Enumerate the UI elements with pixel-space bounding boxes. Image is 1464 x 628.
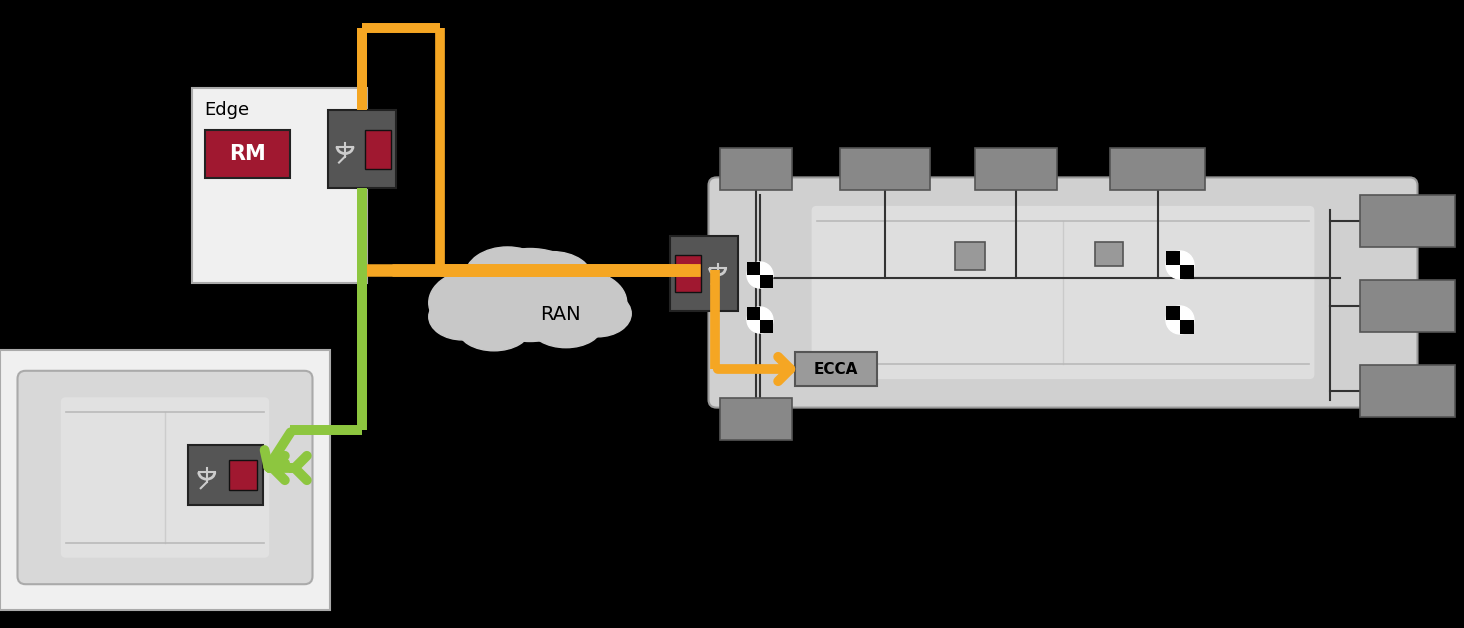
FancyBboxPatch shape <box>1360 195 1455 247</box>
FancyBboxPatch shape <box>795 352 877 386</box>
Ellipse shape <box>458 307 530 351</box>
FancyBboxPatch shape <box>1110 148 1205 190</box>
Ellipse shape <box>530 305 602 348</box>
Ellipse shape <box>564 290 631 337</box>
FancyBboxPatch shape <box>18 371 312 584</box>
FancyBboxPatch shape <box>709 177 1417 408</box>
FancyBboxPatch shape <box>205 130 290 178</box>
FancyBboxPatch shape <box>1165 306 1180 320</box>
FancyBboxPatch shape <box>1095 242 1123 266</box>
Ellipse shape <box>533 270 627 335</box>
FancyBboxPatch shape <box>720 398 792 440</box>
FancyBboxPatch shape <box>675 255 701 292</box>
FancyBboxPatch shape <box>760 275 773 288</box>
FancyBboxPatch shape <box>955 242 985 270</box>
FancyBboxPatch shape <box>811 206 1315 379</box>
FancyBboxPatch shape <box>187 445 264 505</box>
FancyBboxPatch shape <box>1165 251 1180 265</box>
FancyBboxPatch shape <box>1360 280 1455 332</box>
FancyBboxPatch shape <box>747 262 760 275</box>
FancyBboxPatch shape <box>720 148 792 190</box>
FancyBboxPatch shape <box>671 236 738 311</box>
FancyBboxPatch shape <box>365 129 391 168</box>
FancyBboxPatch shape <box>192 88 367 283</box>
Ellipse shape <box>429 293 496 340</box>
Circle shape <box>1165 251 1195 279</box>
Ellipse shape <box>468 249 591 342</box>
FancyBboxPatch shape <box>228 460 258 490</box>
FancyBboxPatch shape <box>760 320 773 333</box>
Circle shape <box>747 262 773 288</box>
FancyBboxPatch shape <box>975 148 1057 190</box>
Circle shape <box>1165 306 1195 334</box>
FancyBboxPatch shape <box>747 307 760 320</box>
Text: Edge: Edge <box>203 101 249 119</box>
Text: ECCA: ECCA <box>814 362 858 377</box>
Text: RAN: RAN <box>540 305 580 325</box>
Ellipse shape <box>429 270 518 335</box>
FancyBboxPatch shape <box>328 110 395 188</box>
FancyBboxPatch shape <box>1180 265 1195 279</box>
Circle shape <box>747 307 773 333</box>
Ellipse shape <box>464 247 550 306</box>
FancyBboxPatch shape <box>61 398 269 558</box>
FancyBboxPatch shape <box>0 350 329 610</box>
Ellipse shape <box>512 252 593 307</box>
Text: RM: RM <box>230 144 266 164</box>
FancyBboxPatch shape <box>1180 320 1195 334</box>
FancyBboxPatch shape <box>1360 365 1455 417</box>
FancyBboxPatch shape <box>840 148 930 190</box>
